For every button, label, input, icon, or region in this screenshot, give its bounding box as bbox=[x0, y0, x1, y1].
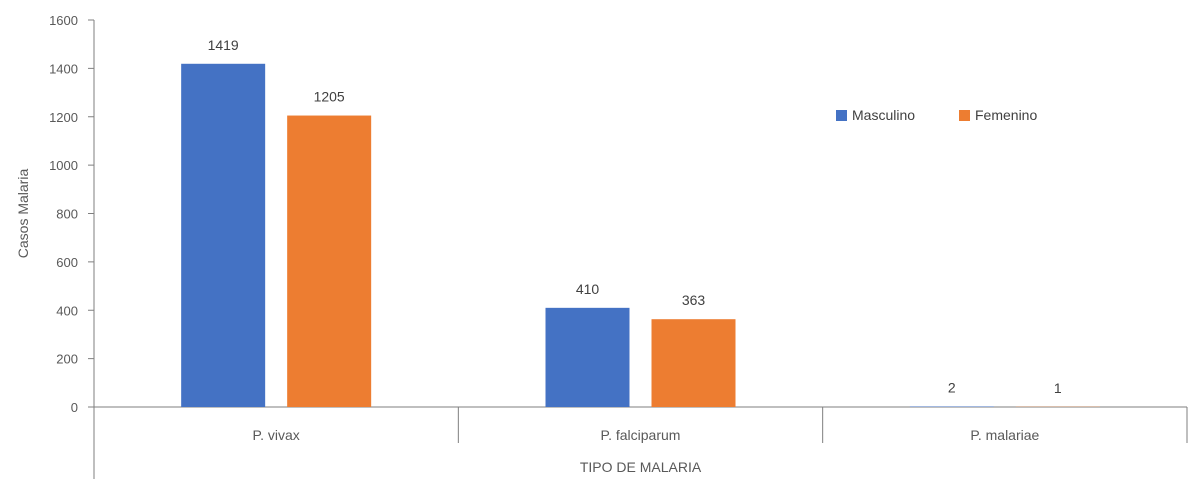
data-label: 363 bbox=[682, 292, 706, 308]
data-label: 1 bbox=[1054, 380, 1062, 396]
data-label: 410 bbox=[576, 281, 600, 297]
category-label: P. falciparum bbox=[601, 427, 681, 443]
y-axis-title: Casos Malaria bbox=[15, 169, 31, 259]
y-tick-label: 1000 bbox=[49, 158, 78, 173]
bar-masculino bbox=[181, 63, 266, 408]
bars bbox=[181, 63, 1100, 408]
y-tick-label: 400 bbox=[56, 303, 78, 318]
legend-swatch bbox=[836, 110, 847, 121]
data-label: 1205 bbox=[314, 89, 345, 105]
legend-swatch bbox=[959, 110, 970, 121]
y-tick-label: 0 bbox=[71, 400, 78, 415]
y-tick-label: 200 bbox=[56, 352, 78, 367]
bar-femenino bbox=[287, 115, 372, 408]
y-tick-label: 1600 bbox=[49, 13, 78, 28]
legend: Masculino Femenino bbox=[836, 107, 1037, 123]
category-labels: P. vivax P. falciparum P. malariae bbox=[253, 427, 1040, 443]
y-tick-label: 800 bbox=[56, 207, 78, 222]
data-label: 1419 bbox=[208, 37, 239, 53]
category-label: P. malariae bbox=[970, 427, 1039, 443]
y-axis-ticks: 0 200 400 600 800 1000 1200 1400 1600 bbox=[49, 13, 94, 415]
category-label: P. vivax bbox=[253, 427, 300, 443]
y-tick-label: 600 bbox=[56, 255, 78, 270]
data-label: 2 bbox=[948, 380, 956, 396]
y-tick-label: 1400 bbox=[49, 61, 78, 76]
y-tick-label: 1200 bbox=[49, 110, 78, 125]
data-labels: 1419 1205 410 363 2 1 bbox=[208, 37, 1062, 396]
bar-femenino bbox=[651, 319, 736, 407]
x-axis-title: TIPO DE MALARIA bbox=[580, 459, 702, 475]
axes bbox=[93, 20, 1188, 479]
legend-label: Masculino bbox=[852, 107, 915, 123]
bar-masculino bbox=[545, 307, 630, 407]
legend-label: Femenino bbox=[975, 107, 1037, 123]
